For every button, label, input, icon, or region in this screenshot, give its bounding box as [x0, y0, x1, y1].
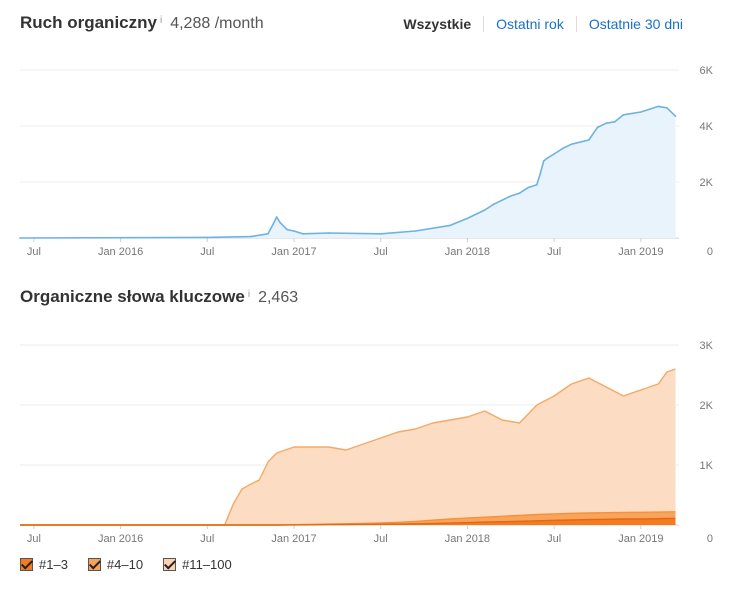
traffic-line	[19, 105, 677, 239]
traffic-point	[275, 216, 278, 218]
x-tick-label: Jan 2018	[445, 246, 490, 258]
traffic-point	[542, 160, 545, 162]
x-tick-label: Jul	[27, 533, 41, 545]
period-tabs: Wszystkie Ostatni rok Ostatnie 30 dni	[391, 16, 695, 32]
traffic-value: 4,288 /month	[170, 15, 264, 32]
traffic-point	[301, 233, 304, 235]
tab-last-30-days[interactable]: Ostatnie 30 dni	[575, 16, 695, 32]
y-tick-label: 6K	[700, 65, 714, 77]
traffic-point	[492, 203, 495, 206]
traffic-area-fill	[20, 106, 676, 239]
series-area-top3	[20, 518, 676, 525]
y-tick-label: 0	[707, 246, 713, 258]
traffic-point	[546, 157, 548, 159]
legend-label: #1–3	[39, 557, 68, 572]
traffic-point	[327, 232, 330, 234]
traffic-header: Ruch organiczny i 4,288 /month	[20, 13, 264, 33]
traffic-point	[553, 153, 555, 155]
y-tick-label: 3K	[700, 340, 714, 352]
y-tick-label: 4K	[700, 121, 714, 133]
traffic-point	[449, 224, 451, 227]
y-tick-label: 0	[707, 533, 713, 545]
traffic-point	[622, 114, 625, 116]
traffic-point	[484, 209, 486, 211]
info-icon[interactable]: i	[159, 15, 163, 26]
series-line-top3	[20, 517, 676, 526]
x-tick-label: Jul	[547, 533, 561, 545]
series-line-top100	[20, 368, 676, 526]
x-tick-label: Jan 2016	[98, 533, 143, 545]
traffic-point	[640, 111, 642, 113]
x-tick-label: Jul	[200, 533, 214, 545]
traffic-chart: 6K 4K 2K 0 Jul Jan 2016 Jul Jan 2017 Jul Jan 2018…	[19, 65, 714, 258]
traffic-point	[206, 236, 209, 239]
traffic-point	[518, 192, 521, 194]
traffic-point	[666, 107, 668, 109]
traffic-point	[379, 233, 382, 235]
traffic-point	[605, 122, 607, 124]
y-tick-label: 2K	[700, 400, 714, 412]
traffic-point	[414, 230, 417, 232]
series-area-top100	[20, 369, 676, 525]
traffic-point	[466, 217, 469, 220]
x-tick-label: Jan 2018	[445, 533, 490, 545]
traffic-point	[562, 147, 564, 150]
x-tick-label: Jan 2019	[618, 533, 663, 545]
traffic-point	[293, 230, 295, 232]
y-tick-label: 2K	[700, 177, 714, 189]
x-tick-label: Jul	[547, 246, 561, 258]
x-tick-label: Jan 2016	[98, 246, 143, 258]
legend-label: #11–100	[182, 557, 232, 572]
traffic-point	[657, 105, 659, 108]
x-tick-label: Jan 2017	[271, 246, 316, 258]
info-icon[interactable]: i	[247, 289, 251, 300]
x-tick-label: Jan 2019	[618, 246, 663, 258]
traffic-point	[272, 223, 275, 225]
traffic-point	[588, 139, 590, 141]
traffic-point	[279, 221, 281, 224]
x-tick-label: Jul	[374, 533, 388, 545]
x-tick-label: Jul	[27, 246, 41, 258]
x-tick-label: Jan 2017	[271, 533, 316, 545]
legend-label: #4–10	[106, 557, 144, 572]
keywords-value: 2,463	[258, 289, 299, 306]
traffic-point	[249, 235, 252, 238]
checkbox-checked-icon[interactable]	[20, 558, 33, 571]
traffic-point	[501, 199, 503, 201]
checkbox-checked-icon[interactable]	[163, 558, 177, 571]
legend-item-top3[interactable]: #1–3	[20, 557, 68, 572]
legend-item-top100[interactable]: #11–100	[163, 557, 232, 572]
traffic-point	[596, 126, 599, 129]
traffic-point	[674, 115, 677, 117]
legend: #1–3 #4–10 #11–100	[20, 557, 252, 572]
tab-last-year[interactable]: Ostatni rok	[483, 16, 576, 32]
traffic-point	[614, 121, 616, 123]
y-tick-label: 1K	[700, 460, 714, 472]
traffic-point	[570, 143, 573, 145]
keywords-title: Organiczne słowa kluczowe	[20, 287, 245, 306]
keywords-header: Organiczne słowa kluczowe i 2,463	[20, 287, 298, 307]
traffic-point	[536, 184, 538, 186]
keywords-chart: 3K 2K 1K 0 Jul Jan 2016 Jul Jan 2017 Jul Jan 2018…	[20, 340, 714, 545]
x-tick-label: Jul	[374, 246, 388, 258]
traffic-point	[510, 195, 512, 197]
tab-all[interactable]: Wszystkie	[403, 16, 472, 32]
traffic-point	[527, 186, 529, 189]
checkbox-checked-icon[interactable]	[87, 558, 101, 571]
traffic-title: Ruch organiczny	[20, 13, 157, 32]
legend-item-top10[interactable]: #4–10	[87, 557, 144, 572]
traffic-point	[539, 172, 542, 175]
traffic-point	[286, 228, 288, 231]
traffic-point	[648, 108, 651, 110]
traffic-point	[267, 233, 269, 235]
traffic-point	[19, 237, 21, 239]
x-tick-label: Jul	[200, 246, 214, 258]
